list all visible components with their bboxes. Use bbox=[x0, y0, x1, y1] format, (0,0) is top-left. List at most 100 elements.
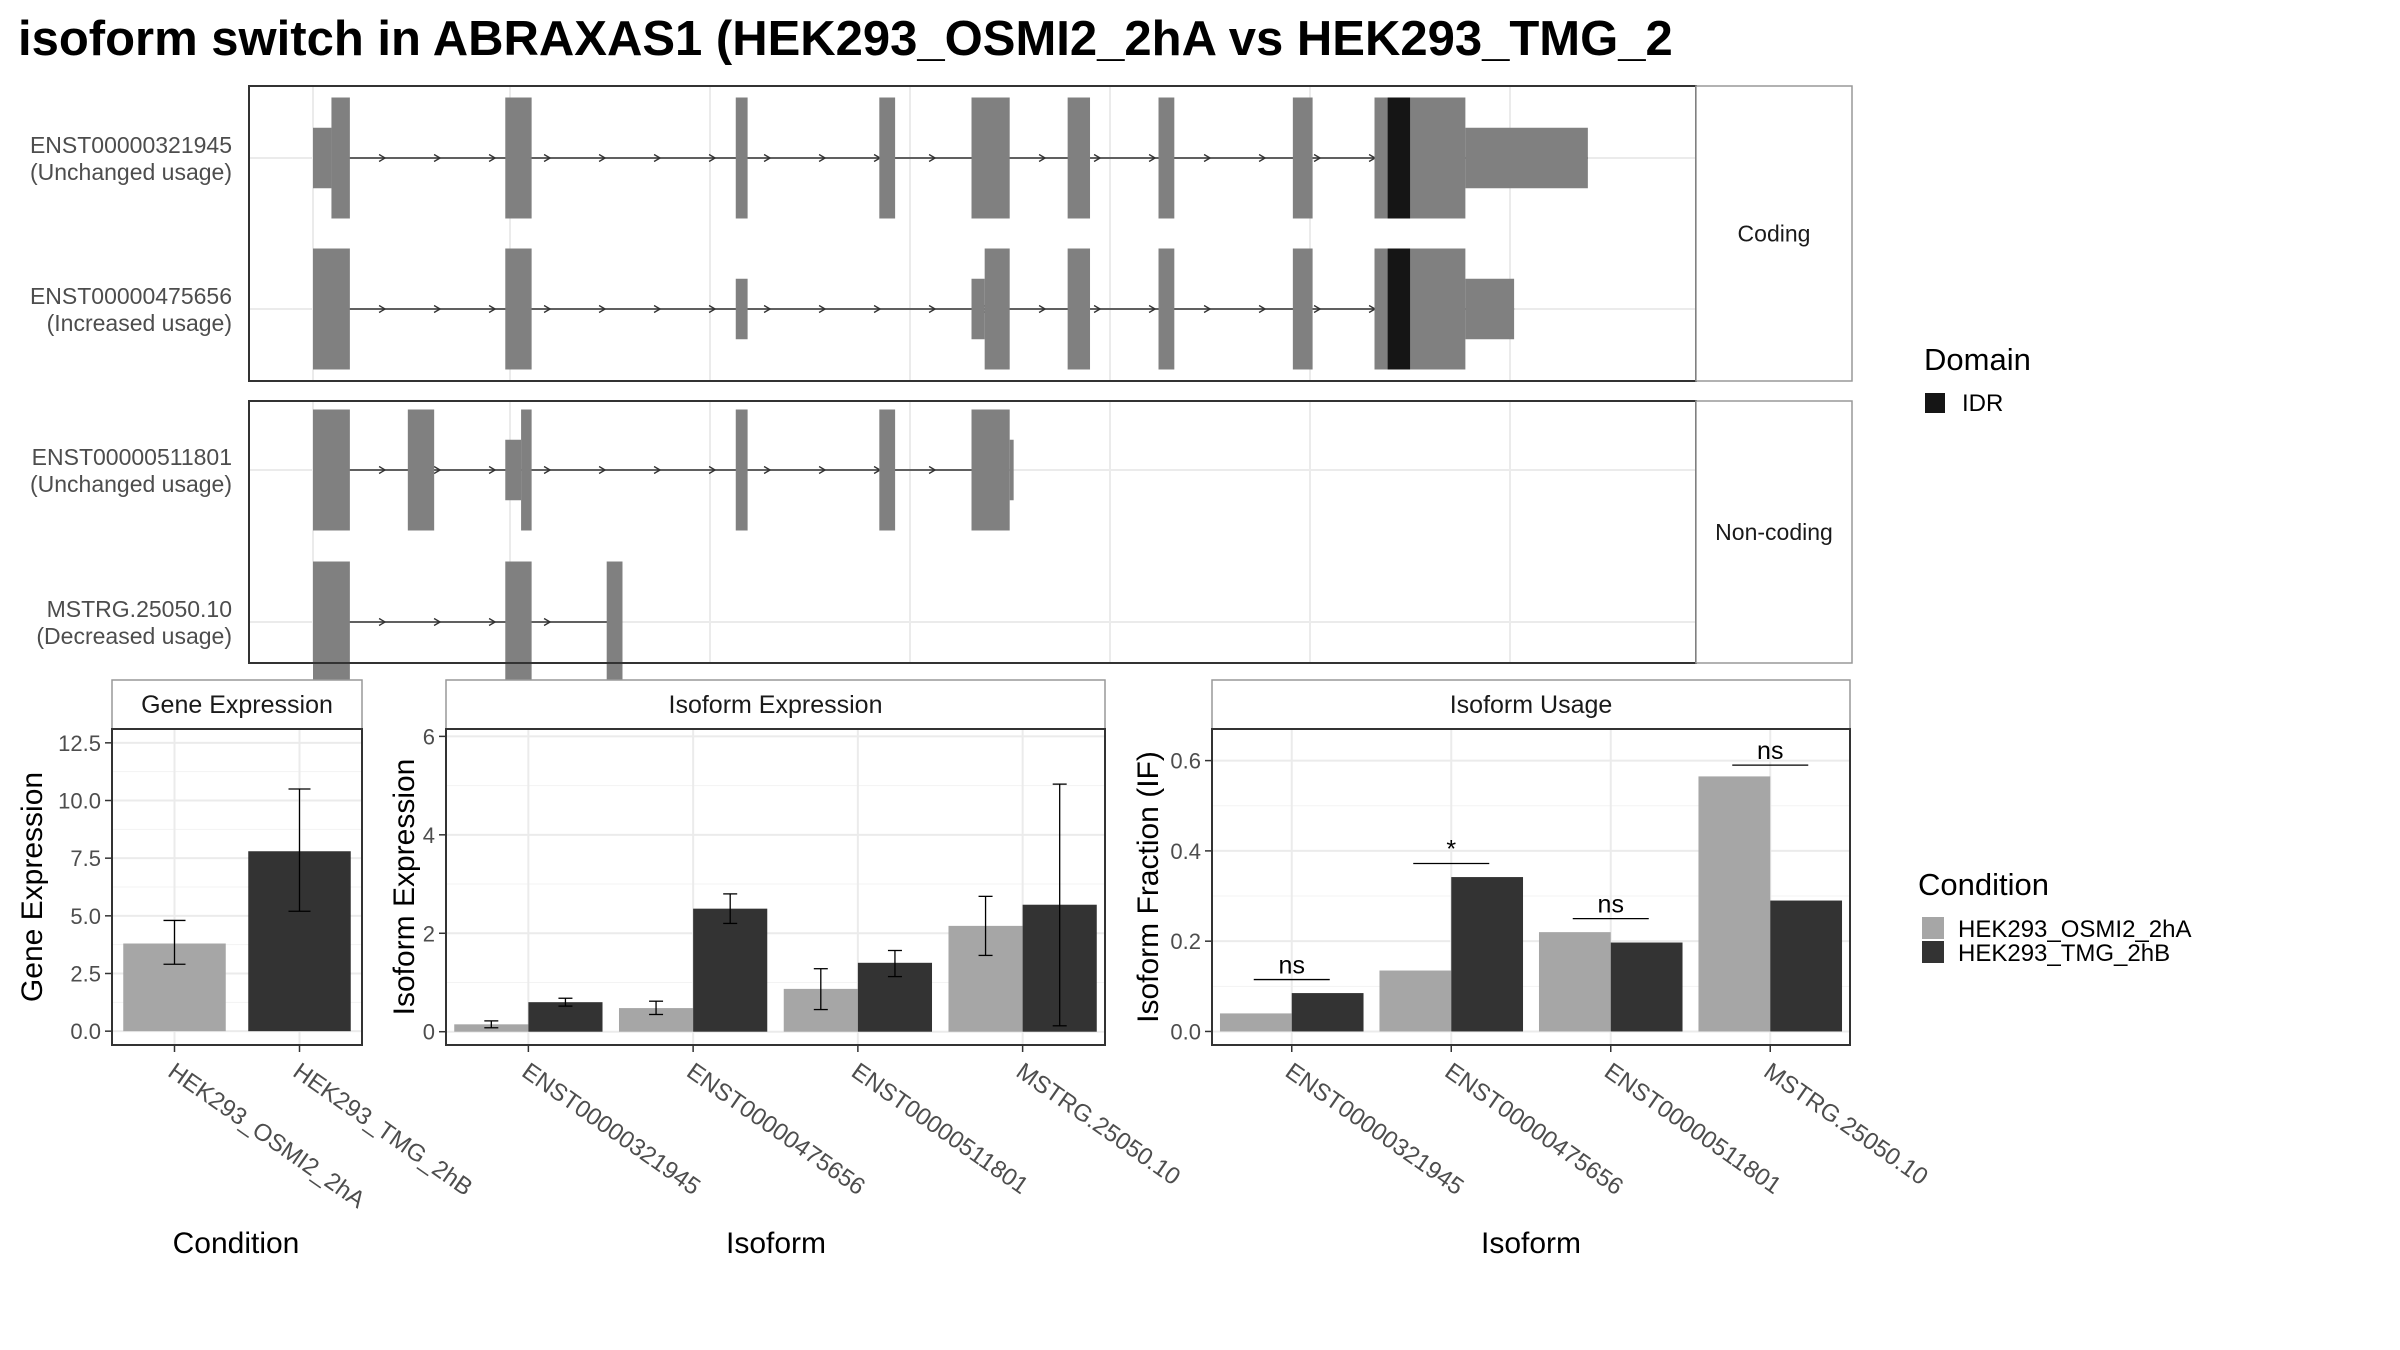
transcript-MSTRG.25050.10: MSTRG.25050.10(Decreased usage) bbox=[36, 561, 623, 683]
intron-arrow bbox=[653, 153, 662, 163]
panel-title: Isoform Usage bbox=[1450, 691, 1613, 719]
exon bbox=[1406, 248, 1466, 370]
intron-arrow bbox=[433, 465, 442, 475]
transcript-structure-panel: ENST00000321945(Unchanged usage)ENST0000… bbox=[30, 85, 1853, 683]
intron-arrow bbox=[433, 304, 442, 314]
intron-arrow bbox=[488, 304, 497, 314]
intron-arrow bbox=[928, 304, 937, 314]
intron-arrow bbox=[763, 153, 772, 163]
exon bbox=[1465, 127, 1588, 189]
significance-label: * bbox=[1446, 836, 1456, 864]
panel-strip bbox=[1211, 679, 1851, 730]
bar-chart-panels: Gene Expression 0.0 2.5 5.0 7.5 10.0 12.5 HEK29… bbox=[16, 679, 1933, 1260]
y-tick-label: 10.0 bbox=[58, 789, 101, 814]
exon bbox=[1067, 97, 1091, 219]
x-tick-label: ENST00000511801 bbox=[846, 1058, 1033, 1200]
y-axis-title: Gene Expression bbox=[16, 772, 49, 1002]
significance-label: ns bbox=[1598, 891, 1624, 919]
condition-legend-label: HEK293_TMG_2hB bbox=[1958, 940, 2170, 967]
exon bbox=[313, 409, 350, 531]
domain-legend-key bbox=[1925, 393, 1945, 413]
intron-arrow bbox=[598, 465, 607, 475]
bar-HEK293_OSMI2_2hA bbox=[1379, 970, 1452, 1032]
bar-HEK293_OSMI2_2hA bbox=[1219, 1013, 1292, 1032]
y-tick-label: 0 bbox=[423, 1020, 435, 1045]
intron-arrow bbox=[653, 465, 662, 475]
bar-panel-2: Isoform Usagens*nsns0.00.20.40.6ENST0000… bbox=[1132, 679, 1933, 1260]
intron-arrow bbox=[1313, 153, 1322, 163]
intron-arrow bbox=[488, 153, 497, 163]
x-tick-label: HEK293_OSMI2_2hA bbox=[163, 1058, 370, 1214]
exon bbox=[879, 97, 896, 219]
exon bbox=[1158, 97, 1175, 219]
condition-legend-label: HEK293_OSMI2_2hA bbox=[1958, 916, 2191, 943]
transcript-usage-label: (Decreased usage) bbox=[36, 623, 232, 649]
transcript-ENST00000511801: ENST00000511801(Unchanged usage) bbox=[30, 409, 1014, 531]
intron-arrow bbox=[1038, 153, 1047, 163]
intron-arrow bbox=[1093, 304, 1102, 314]
intron-arrow bbox=[378, 465, 387, 475]
exon bbox=[735, 409, 748, 531]
bar-HEK293_TMG_2hB bbox=[528, 1002, 603, 1032]
exon bbox=[971, 409, 1010, 531]
panel-strip bbox=[111, 679, 363, 730]
intron-arrow bbox=[378, 153, 387, 163]
domain-legend-title: Domain bbox=[1924, 342, 2031, 377]
panel-border bbox=[445, 728, 1106, 1046]
exon bbox=[521, 409, 532, 531]
transcript-ENST00000321945: ENST00000321945(Unchanged usage) bbox=[30, 97, 1588, 219]
facet-strip bbox=[1695, 400, 1853, 664]
intron-arrow bbox=[708, 465, 717, 475]
intron-arrow bbox=[1203, 153, 1212, 163]
exon bbox=[331, 97, 350, 219]
intron-arrow bbox=[378, 304, 387, 314]
significance-label: ns bbox=[1757, 737, 1783, 765]
intron-arrow bbox=[1258, 304, 1267, 314]
panel-title: Isoform Expression bbox=[669, 691, 883, 719]
condition-legend-title: Condition bbox=[1918, 867, 2049, 902]
structure-group-0: ENST00000321945(Unchanged usage)ENST0000… bbox=[30, 85, 1853, 382]
y-tick-label: 7.5 bbox=[70, 846, 101, 871]
intron-arrow bbox=[763, 304, 772, 314]
bar-HEK293_TMG_2hB bbox=[693, 908, 768, 1032]
y-tick-label: 6 bbox=[423, 724, 435, 749]
figure-title: isoform switch in ABRAXAS1 (HEK293_OSMI2… bbox=[18, 12, 1673, 66]
exon bbox=[1158, 248, 1175, 370]
transcript-id-label: ENST00000321945 bbox=[30, 132, 232, 158]
transcript-id-label: ENST00000511801 bbox=[32, 444, 232, 470]
panel-border bbox=[1211, 728, 1851, 1046]
exon bbox=[505, 561, 532, 683]
intron-arrow bbox=[818, 465, 827, 475]
y-tick-label: 2 bbox=[423, 921, 435, 946]
condition-legend-key bbox=[1922, 941, 1944, 963]
y-tick-label: 4 bbox=[423, 823, 435, 848]
intron-arrow bbox=[598, 304, 607, 314]
exon bbox=[505, 248, 532, 370]
bar-HEK293_TMG_2hB bbox=[1291, 993, 1364, 1032]
exon bbox=[1292, 97, 1313, 219]
y-tick-label: 0.2 bbox=[1170, 929, 1201, 954]
domain-legend: Domain IDR bbox=[1924, 342, 2031, 417]
facet-strip-label: Non-coding bbox=[1715, 519, 1833, 545]
intron-arrow bbox=[598, 153, 607, 163]
exon bbox=[313, 248, 350, 370]
intron-arrow bbox=[1148, 304, 1157, 314]
intron-arrow bbox=[543, 465, 552, 475]
intron-arrow bbox=[488, 465, 497, 475]
intron-arrow bbox=[433, 153, 442, 163]
exon bbox=[735, 97, 748, 219]
intron-arrow bbox=[818, 153, 827, 163]
intron-arrow bbox=[928, 465, 937, 475]
intron-arrow bbox=[763, 465, 772, 475]
domain-idr bbox=[1387, 248, 1411, 370]
exon bbox=[407, 409, 435, 531]
exon bbox=[313, 561, 350, 683]
domain-legend-label: IDR bbox=[1962, 390, 2003, 417]
intron-arrow bbox=[543, 617, 552, 627]
intron-arrow bbox=[873, 304, 882, 314]
y-axis-title: Isoform Expression bbox=[388, 759, 421, 1016]
structure-group-1: ENST00000511801(Unchanged usage) MSTRG.25… bbox=[30, 400, 1853, 683]
x-tick-label: MSTRG.25050.10 bbox=[1011, 1058, 1185, 1191]
